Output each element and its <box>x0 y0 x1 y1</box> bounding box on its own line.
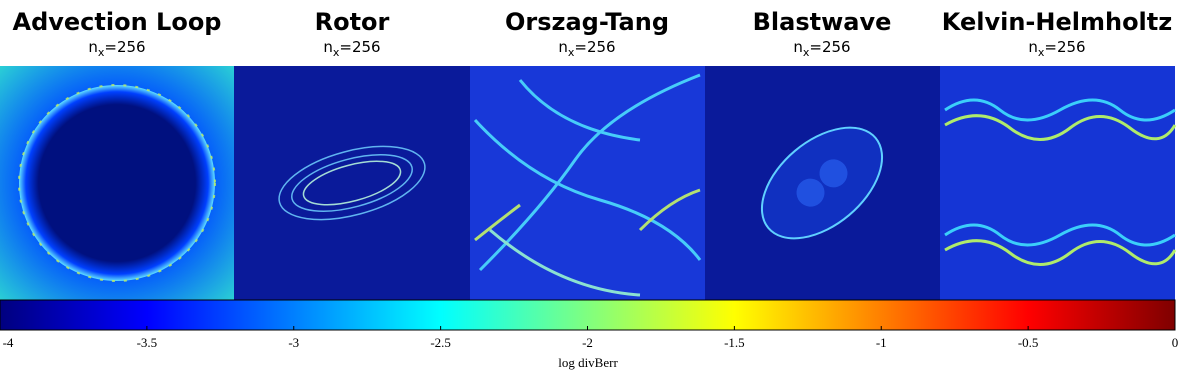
panel-subtitle: nx=256 <box>1028 38 1085 59</box>
panel-title: Orszag-Tang <box>505 8 669 36</box>
subtitle-base: n <box>1028 38 1038 56</box>
tick-label: 0 <box>1172 335 1179 350</box>
subtitle-rest: =256 <box>574 38 615 56</box>
panel-images <box>0 66 1177 300</box>
subtitle-subscript: x <box>98 46 105 59</box>
panel-title: Blastwave <box>753 8 892 36</box>
subtitle-rest: =256 <box>339 38 380 56</box>
subtitle-base: n <box>88 38 98 56</box>
subtitle-base: n <box>793 38 803 56</box>
panel-subtitle: nx=256 <box>323 38 380 59</box>
tick-label: -2.5 <box>430 335 451 350</box>
panel-title: Rotor <box>315 8 390 36</box>
panel-subtitle: nx=256 <box>88 38 145 59</box>
subtitle-rest: =256 <box>1044 38 1085 56</box>
panel-subtitle: nx=256 <box>793 38 850 59</box>
tick-label: -4 <box>3 335 14 350</box>
panel-subtitle: nx=256 <box>558 38 615 59</box>
tick-label: -2 <box>582 335 593 350</box>
subtitle-rest: =256 <box>809 38 850 56</box>
panel-title: Kelvin-Helmholtz <box>942 8 1172 36</box>
subtitle-rest: =256 <box>104 38 145 56</box>
subtitle-base: n <box>323 38 333 56</box>
tick-label: -3.5 <box>137 335 158 350</box>
colorbar-label: log divBerr <box>558 355 618 370</box>
subtitle-subscript: x <box>803 46 810 59</box>
tick-label: -3 <box>288 335 299 350</box>
subtitle-subscript: x <box>1038 46 1045 59</box>
colorbar <box>0 299 1176 331</box>
panel-title: Advection Loop <box>13 8 222 36</box>
tick-label: -1 <box>876 335 887 350</box>
subtitle-base: n <box>558 38 568 56</box>
subtitle-subscript: x <box>333 46 340 59</box>
tick-label: -0.5 <box>1018 335 1039 350</box>
subtitle-subscript: x <box>568 46 575 59</box>
tick-label: -1.5 <box>724 335 745 350</box>
